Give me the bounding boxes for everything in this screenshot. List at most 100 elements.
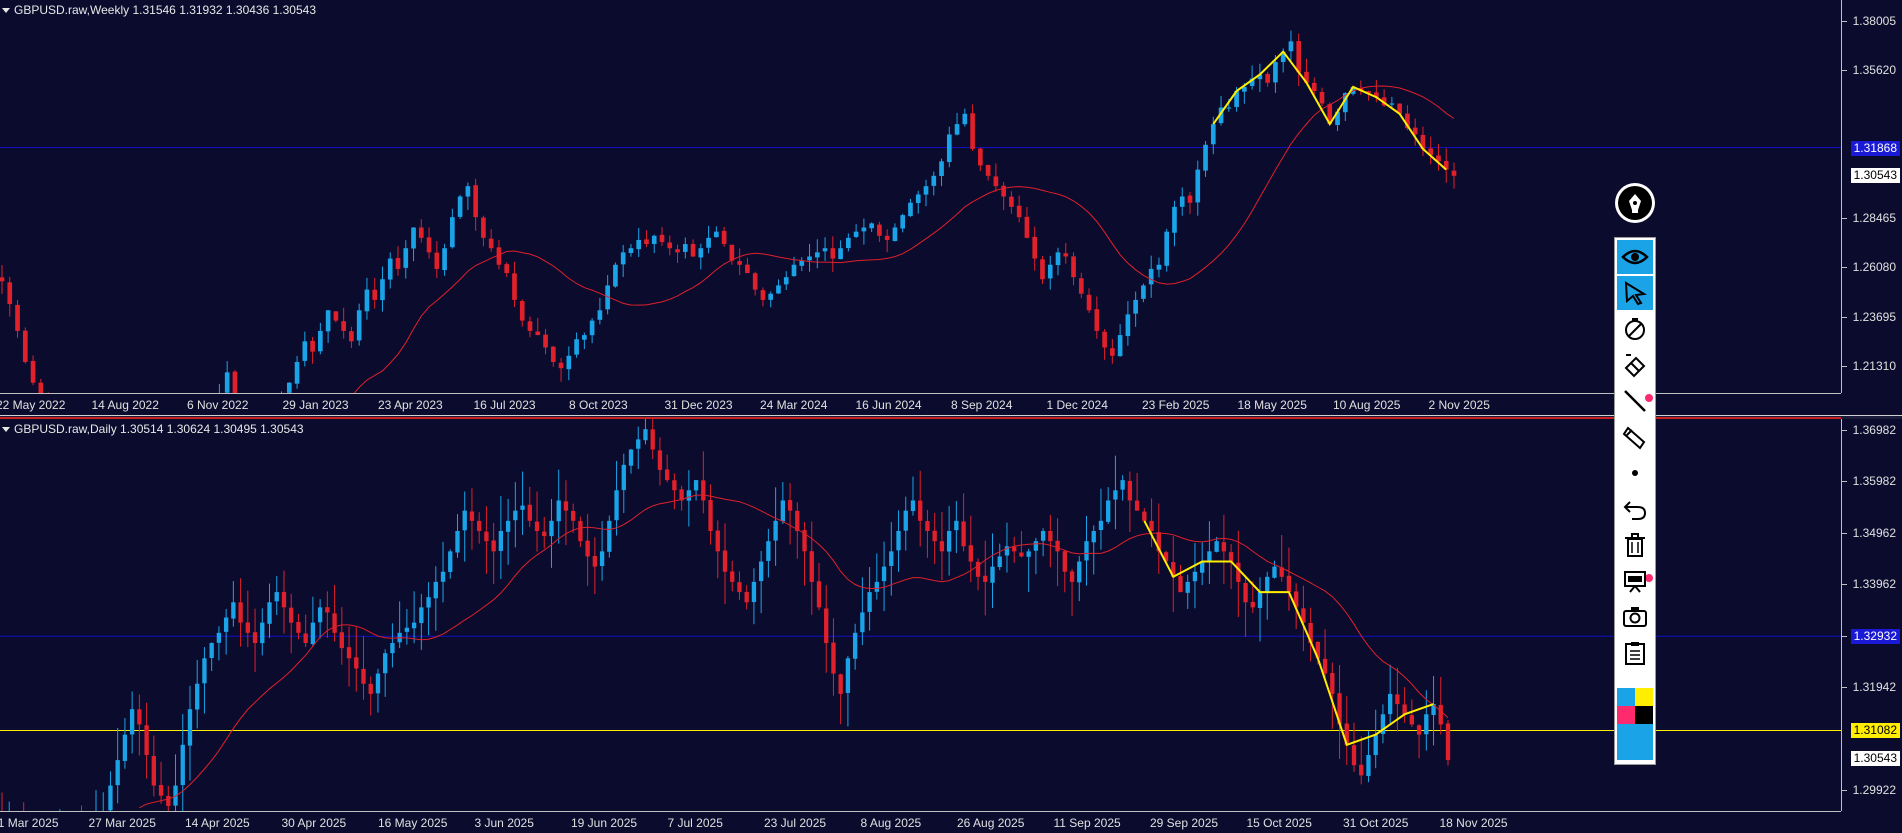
clipboard-icon <box>1625 642 1645 665</box>
candle-body <box>440 571 446 582</box>
daily-price-axis[interactable]: 1.369821.359821.349621.339621.329421.319… <box>1841 419 1902 811</box>
time-label: 18 May 2025 <box>1237 398 1307 412</box>
candle-body <box>1195 169 1201 203</box>
candle-body <box>325 607 330 613</box>
candle-body <box>395 257 401 269</box>
color-swatch[interactable] <box>1635 742 1653 760</box>
weekly-plot-area[interactable] <box>0 0 1841 393</box>
candle-body <box>488 238 494 249</box>
weekly-price-axis[interactable]: 1.38005 1.35620 1.28465 1.26080 1.23695 1.213… <box>1841 0 1902 393</box>
candle-body <box>195 683 200 710</box>
daily-plot-area[interactable] <box>0 419 1841 811</box>
candle-body <box>513 510 518 521</box>
candle-body <box>411 622 417 629</box>
candle-body <box>1420 134 1426 149</box>
candle-body <box>7 282 13 305</box>
candle-body <box>151 755 156 786</box>
price-label: 1.34962 <box>1852 525 1896 540</box>
candle-body <box>1335 111 1340 126</box>
candle-body <box>1033 541 1039 551</box>
candle-body <box>1148 268 1154 285</box>
candle-body <box>364 289 370 312</box>
candle-body <box>613 264 618 287</box>
candle-body <box>332 613 337 633</box>
zigzag-line <box>1143 520 1434 747</box>
candle-body <box>566 355 572 370</box>
candle-body <box>1402 704 1407 715</box>
candle-body <box>1214 541 1219 552</box>
weekly-time-axis[interactable]: 22 May 2022 14 Aug 2022 6 Nov 2022 29 Jan 2… <box>0 393 1841 415</box>
collapse-triangle-icon[interactable] <box>2 427 10 433</box>
trash-button[interactable] <box>1617 528 1653 562</box>
collapse-triangle-icon[interactable] <box>2 8 10 14</box>
color-swatch[interactable] <box>1617 688 1635 706</box>
candle-body <box>1110 348 1115 356</box>
color-swatch[interactable] <box>1617 724 1635 742</box>
time-label: 23 Apr 2023 <box>378 398 443 412</box>
price-tick <box>1842 789 1847 791</box>
color-swatch[interactable] <box>1617 706 1635 724</box>
candle-body <box>1086 294 1092 311</box>
candle-body <box>187 709 193 746</box>
undo-button[interactable] <box>1617 492 1653 526</box>
candle-body <box>30 360 36 383</box>
price-label: 1.31942 <box>1852 679 1896 694</box>
clipboard-button[interactable] <box>1617 636 1653 670</box>
candle-body <box>1380 714 1386 735</box>
time-label: 31 Oct 2025 <box>1343 816 1409 830</box>
candle-body <box>698 248 704 258</box>
eye-button[interactable] <box>1617 240 1653 274</box>
candle-body <box>1218 107 1224 124</box>
weekly-chart-pane[interactable]: GBPUSD.raw,Weekly 1.31546 1.31932 1.3043… <box>0 0 1902 415</box>
crosshair-button[interactable] <box>1617 312 1653 346</box>
eraser-button[interactable] <box>1617 348 1653 382</box>
candle-body <box>931 175 937 186</box>
candle-body <box>433 581 438 599</box>
candle-body <box>1327 104 1333 125</box>
candle-body <box>985 164 991 176</box>
candle-body <box>650 429 655 450</box>
line-button[interactable] <box>1617 384 1653 418</box>
candle-body <box>534 521 540 531</box>
line-icon <box>1624 390 1646 412</box>
dot-button[interactable] <box>1617 456 1653 490</box>
candle-body <box>1178 576 1183 593</box>
time-label: 11 Mar 2025 <box>0 816 59 830</box>
candle-body <box>1134 500 1140 511</box>
color-swatch[interactable] <box>1617 742 1635 760</box>
daily-time-axis[interactable]: 11 Mar 2025 27 Mar 2025 14 Apr 2025 30 Apr … <box>0 811 1841 833</box>
pane-separator[interactable] <box>0 415 1902 419</box>
time-label: 6 Nov 2022 <box>187 398 249 412</box>
dot-icon <box>1632 470 1638 476</box>
candle-body <box>1412 127 1418 135</box>
weekly-title-text: GBPUSD.raw,Weekly 1.31546 1.31932 1.3043… <box>14 3 316 17</box>
candle-body <box>1062 551 1067 572</box>
time-label: 14 Aug 2022 <box>91 398 159 412</box>
color-swatch[interactable] <box>1635 688 1653 706</box>
candle-body <box>975 561 981 577</box>
time-label: 1 Dec 2024 <box>1046 398 1108 412</box>
candle-body <box>465 186 471 197</box>
candle-body <box>1032 236 1038 259</box>
moving-average-line <box>353 85 1455 393</box>
candle-body <box>1301 608 1306 623</box>
candle-body <box>722 550 728 572</box>
daily-chart-pane[interactable]: GBPUSD.raw,Daily 1.30514 1.30624 1.30495… <box>0 419 1902 833</box>
pen-badge[interactable] <box>1615 183 1655 223</box>
candle-body <box>881 566 887 582</box>
candle-body <box>349 331 354 342</box>
candle-body <box>1272 566 1277 578</box>
cursor-button[interactable] <box>1617 276 1653 310</box>
candle-body <box>1055 540 1060 552</box>
camera-button[interactable] <box>1617 600 1653 634</box>
candle-body <box>223 617 229 632</box>
color-swatch[interactable] <box>1635 724 1653 742</box>
presentation-button[interactable] <box>1617 564 1653 598</box>
candle-body <box>758 561 764 582</box>
price-label: 1.35620 <box>1852 62 1896 77</box>
highlighter-button[interactable] <box>1617 420 1653 454</box>
candle-body <box>558 362 564 369</box>
candle-body <box>426 237 432 253</box>
weekly-chart-title: GBPUSD.raw,Weekly 1.31546 1.31932 1.3043… <box>2 3 316 17</box>
color-swatch[interactable] <box>1635 706 1653 724</box>
